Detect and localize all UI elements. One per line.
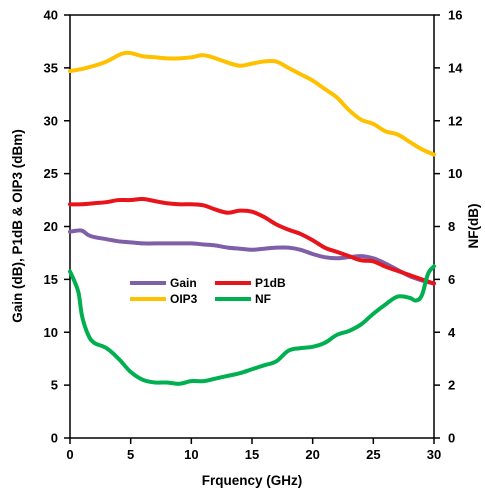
y-tick-label: 5 [51, 378, 58, 393]
y2-tick-label: 14 [448, 60, 463, 75]
y2-tick-label: 10 [448, 166, 462, 181]
y2-axis-title: NF(dB) [466, 204, 481, 249]
x-axis-title: Frquency (GHz) [202, 473, 303, 488]
y2-tick-label: 16 [448, 8, 462, 23]
x-tick-label: 10 [184, 447, 198, 462]
y-tick-label: 0 [51, 431, 58, 446]
y-tick-label: 25 [44, 166, 58, 181]
series-line-gain [68, 228, 436, 286]
y2-tick-label: 8 [448, 219, 455, 234]
legend-label-p1db: P1dB [255, 276, 286, 290]
axes-layer: 0 5 10 15 20 25 30 0 5 10 15 20 25 30 35 40 0 2 4 6 8 10 12 14 1… [44, 8, 464, 463]
x-tick-label: 25 [366, 447, 380, 462]
x-tick-label: 30 [427, 447, 441, 462]
y-tick-label: 35 [44, 60, 58, 75]
series-line-oip3 [68, 50, 436, 157]
series-line-nf [68, 264, 436, 386]
y2-tick-label: 0 [448, 431, 455, 446]
series-line-p1db [68, 196, 436, 286]
x-tick-label: 20 [305, 447, 319, 462]
y-axis-title: Gain (dB), P1dB & OIP3 (dBm) [10, 129, 25, 323]
legend-box [124, 271, 306, 309]
legend-label-oip3: OIP3 [170, 292, 198, 306]
y2-tick-label: 12 [448, 113, 462, 128]
x-tick-label: 5 [127, 447, 134, 462]
y2-tick-label: 2 [448, 378, 455, 393]
y-tick-label: 20 [44, 219, 58, 234]
y2-tick-label: 4 [448, 325, 456, 340]
legend-label-gain: Gain [170, 276, 197, 290]
series-layer [68, 50, 436, 386]
y-tick-label: 10 [44, 325, 58, 340]
y-tick-label: 15 [44, 272, 58, 287]
y-tick-label: 40 [44, 8, 58, 23]
x-tick-label: 0 [66, 447, 73, 462]
y2-tick-label: 6 [448, 272, 455, 287]
y-tick-label: 30 [44, 113, 58, 128]
legend: Gain P1dB OIP3 NF [124, 271, 306, 309]
legend-label-nf: NF [255, 292, 271, 306]
x-tick-label: 15 [245, 447, 259, 462]
